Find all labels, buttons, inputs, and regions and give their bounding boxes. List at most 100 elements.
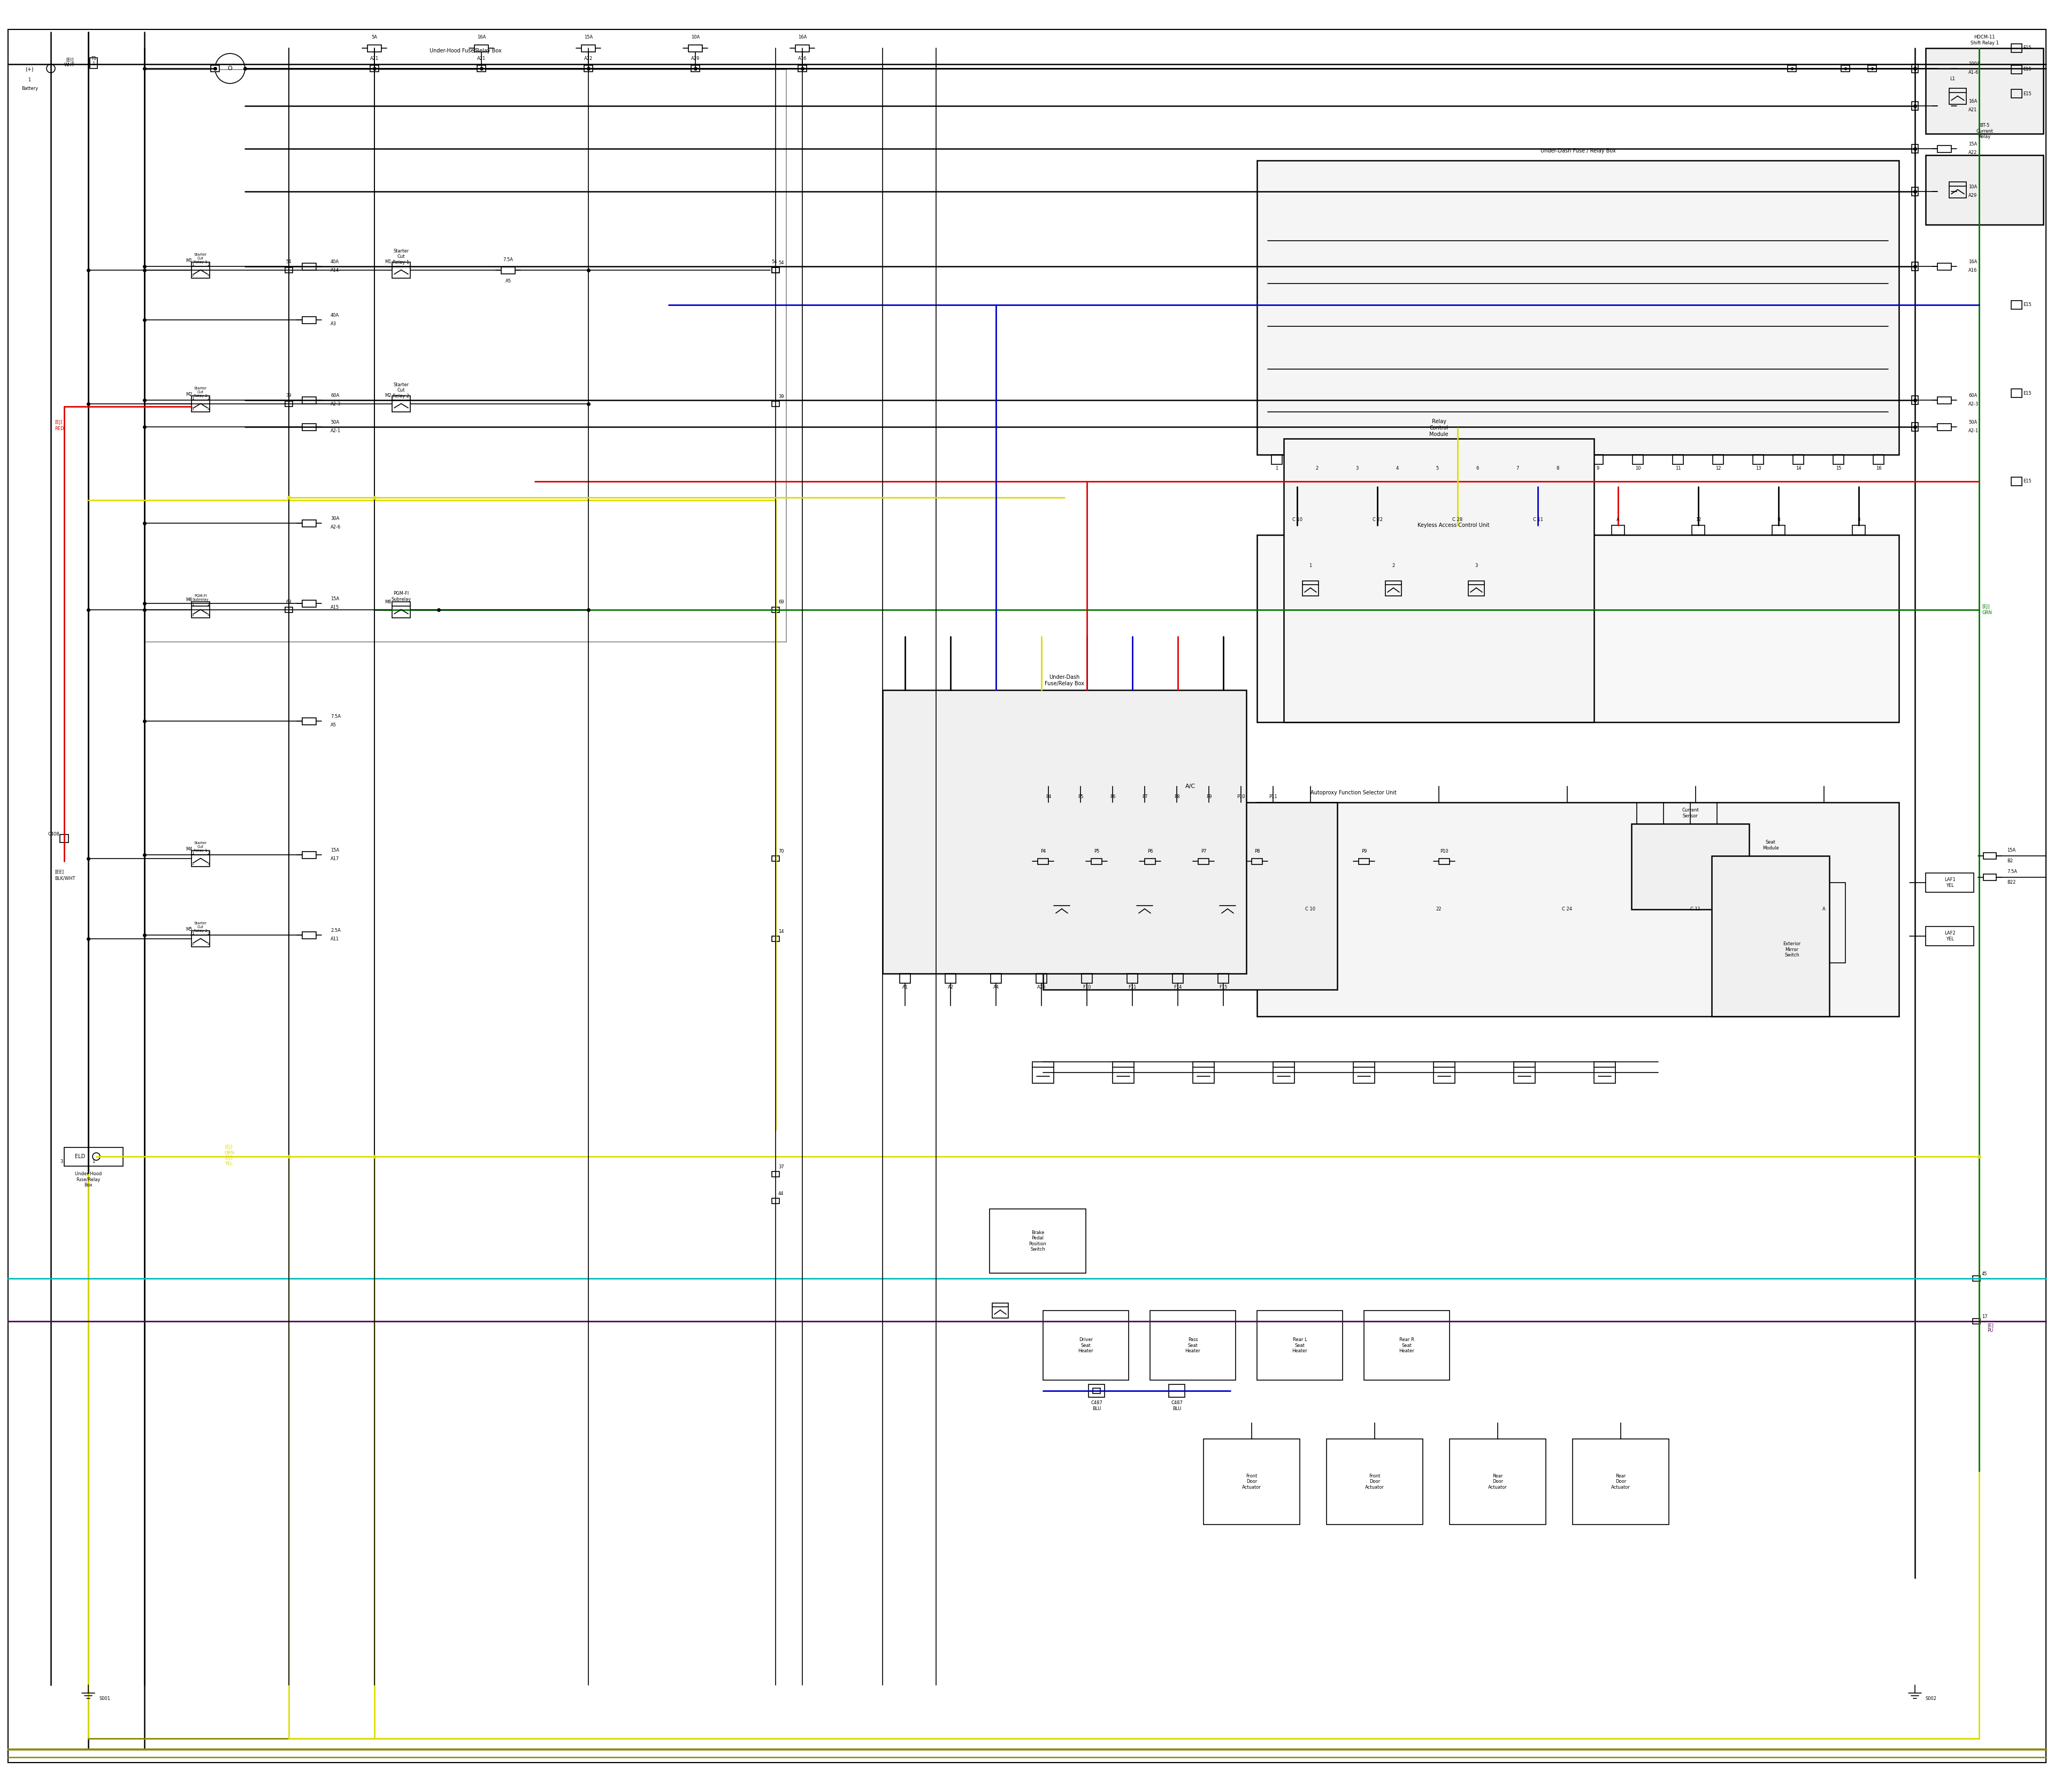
Bar (1473, 455, 1483, 464)
Text: C487
BLU: C487 BLU (1171, 1401, 1183, 1410)
Bar (1204, 1439, 1300, 1525)
Bar (1290, 525, 1304, 536)
Text: 1: 1 (1308, 563, 1313, 568)
Text: A: A (1822, 907, 1826, 912)
Text: Front
Door
Actuator: Front Door Actuator (1366, 1473, 1384, 1489)
Bar (474, 45, 489, 52)
Text: Starter
Cut
Relay 2: Starter Cut Relay 2 (193, 921, 207, 932)
Bar (1738, 883, 1844, 962)
Text: 4: 4 (207, 862, 210, 866)
Text: F10: F10 (1082, 984, 1091, 989)
Text: A11: A11 (331, 937, 339, 943)
Text: [EI]: [EI] (66, 57, 74, 63)
Text: 7.5A: 7.5A (331, 715, 341, 719)
Text: 60A: 60A (331, 394, 339, 398)
Bar (1927, 926, 1974, 946)
Bar (1354, 1063, 1374, 1082)
Bar (368, 45, 382, 52)
Bar (1173, 973, 1183, 984)
Text: 40A: 40A (331, 314, 339, 317)
Bar (1257, 803, 1898, 1016)
Text: 4: 4 (207, 274, 210, 278)
Text: 15A: 15A (2007, 848, 2015, 853)
Bar (1452, 525, 1465, 536)
Bar (1633, 455, 1643, 464)
Text: B2: B2 (2007, 858, 2013, 864)
Bar (1937, 65, 1951, 72)
Text: Rear
Door
Actuator: Rear Door Actuator (1610, 1473, 1631, 1489)
Text: 39: 39 (286, 394, 292, 398)
Text: S001: S001 (99, 1695, 111, 1701)
Text: A/C: A/C (1185, 783, 1195, 788)
Text: 12: 12 (1715, 466, 1721, 471)
Bar (1440, 858, 1450, 864)
Bar (2011, 90, 2021, 99)
Text: 3: 3 (191, 613, 193, 616)
Text: 5: 5 (1436, 466, 1438, 471)
Text: 4: 4 (207, 943, 210, 946)
Text: M6: M6 (185, 599, 193, 602)
Bar (2011, 43, 2021, 52)
Text: T1: T1 (90, 56, 97, 61)
Text: LAF1
YEL: LAF1 YEL (1945, 878, 1955, 887)
Text: Driver
Seat
Heater: Driver Seat Heater (1078, 1337, 1093, 1353)
Bar (501, 267, 516, 274)
Bar (1867, 65, 1877, 72)
Bar (1984, 874, 1996, 880)
Bar (1434, 1063, 1454, 1082)
Text: A2-3: A2-3 (1968, 401, 1978, 407)
Text: C408: C408 (47, 831, 60, 837)
Bar (1093, 1389, 1101, 1394)
Text: BLK/WHT: BLK/WHT (55, 876, 76, 880)
Text: 15: 15 (1836, 466, 1840, 471)
Bar (1037, 858, 1048, 864)
Text: 12: 12 (1695, 518, 1701, 521)
Bar (1912, 65, 1918, 73)
Bar (772, 857, 778, 862)
Text: 22: 22 (1436, 907, 1442, 912)
Bar (1912, 423, 1918, 432)
Text: 1: 1 (191, 263, 193, 267)
Bar (1257, 1310, 1343, 1380)
Text: HDCM-11
Shift Relay 1: HDCM-11 Shift Relay 1 (1970, 34, 1999, 45)
Bar (191, 602, 210, 618)
Text: 16A: 16A (1968, 260, 1978, 265)
Bar (1432, 455, 1442, 464)
Bar (1927, 873, 1974, 892)
Text: 2: 2 (207, 602, 210, 606)
Text: 10: 10 (1635, 466, 1641, 471)
Bar (1054, 901, 1070, 918)
Text: C 28: C 28 (1452, 518, 1462, 521)
Bar (1573, 1439, 1668, 1525)
Text: A1: A1 (902, 984, 908, 989)
Text: A16: A16 (1968, 269, 1978, 272)
Bar (1313, 455, 1323, 464)
Bar (1972, 1319, 1980, 1324)
Text: E15: E15 (2023, 391, 2031, 396)
Bar (1937, 102, 1951, 109)
Text: Rear L
Seat
Heater: Rear L Seat Heater (1292, 1337, 1308, 1353)
Text: A4: A4 (992, 984, 998, 989)
Text: E15: E15 (2023, 478, 2031, 484)
Text: P8: P8 (1175, 794, 1179, 799)
Bar (1352, 455, 1362, 464)
Bar (1043, 803, 1337, 989)
Bar (1273, 1063, 1294, 1082)
Text: Current
Sensor: Current Sensor (1682, 808, 1699, 819)
Text: 2: 2 (207, 851, 210, 855)
Text: C 22: C 22 (1372, 518, 1382, 521)
Text: E15: E15 (2023, 91, 2031, 97)
Text: 16: 16 (1875, 466, 1881, 471)
Bar (1089, 1385, 1105, 1398)
Bar (1251, 858, 1263, 864)
Text: 16A: 16A (797, 36, 807, 39)
Text: O: O (228, 66, 232, 72)
Text: A21: A21 (477, 56, 485, 61)
Text: 4: 4 (207, 613, 210, 616)
Text: A22: A22 (1968, 151, 1978, 156)
Bar (1393, 455, 1403, 464)
Bar (1144, 858, 1154, 864)
Text: 3: 3 (191, 943, 193, 946)
Text: 3: 3 (191, 862, 193, 866)
Bar (900, 973, 910, 984)
